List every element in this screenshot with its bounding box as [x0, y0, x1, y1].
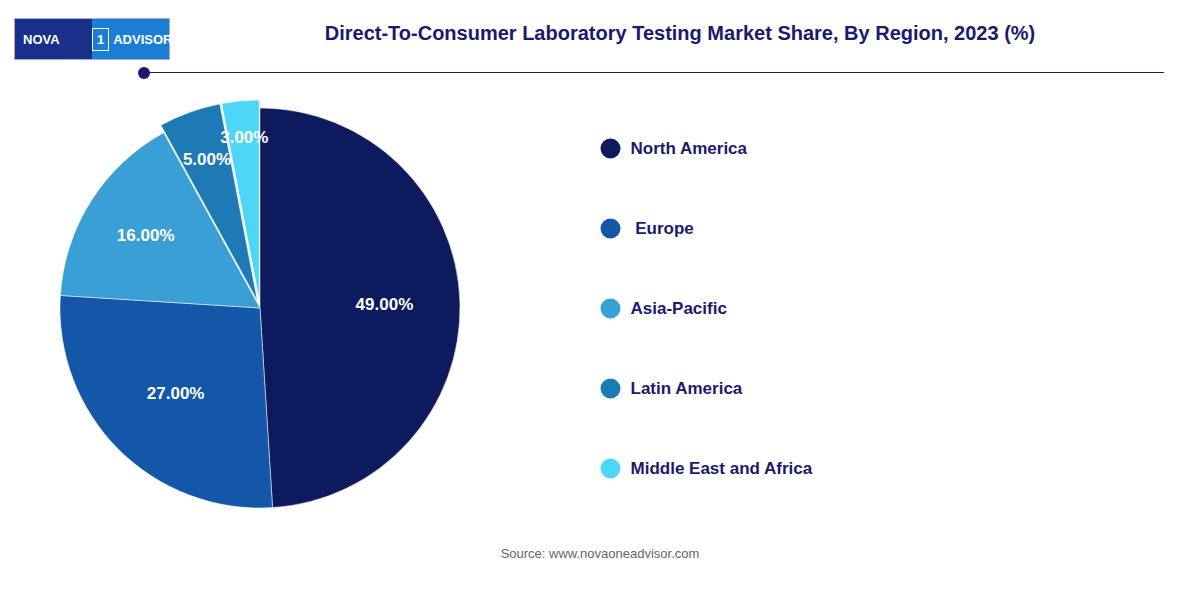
html-text:Source: www.novaoneadvisor.com: Source: www.novaoneadvisor.com	[500, 546, 700, 561]
svg-text:27.00%: 27.00%	[147, 384, 205, 403]
svg-text:Asia-Pacific: Asia-Pacific	[631, 299, 727, 318]
svg-text:16.00%: 16.00%	[117, 226, 175, 245]
svg-text:North America: North America	[631, 139, 748, 158]
html-text:1: 1	[97, 31, 105, 47]
svg-text:Latin America: Latin America	[631, 379, 743, 398]
html-text:NOVA: NOVA	[23, 31, 60, 47]
html-text:Direct-To-Consumer Laboratory: Direct-To-Consumer Laboratory Testing Ma…	[324, 22, 1036, 44]
svg-text:Middle East and Africa: Middle East and Africa	[631, 459, 813, 478]
svg-text:3.00%: 3.00%	[220, 128, 268, 147]
svg-text:5.00%: 5.00%	[183, 150, 231, 169]
svg-text:Europe: Europe	[631, 219, 694, 238]
svg-text:49.00%: 49.00%	[356, 295, 414, 314]
html-text:ADVISOR: ADVISOR	[113, 31, 173, 47]
